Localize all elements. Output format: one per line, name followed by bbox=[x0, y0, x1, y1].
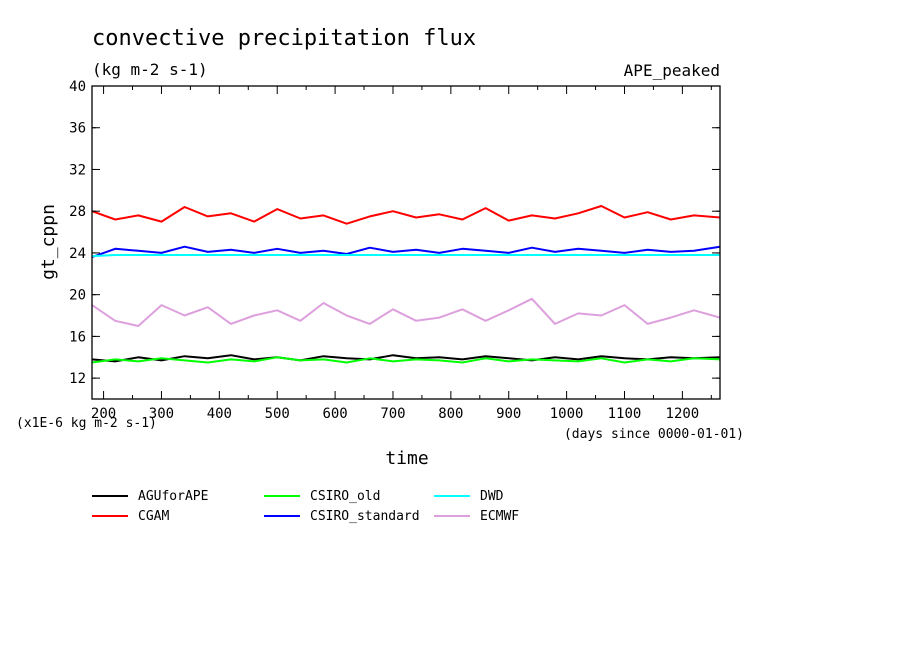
chart-title: convective precipitation flux bbox=[92, 26, 476, 51]
y-tick-label-3: 24 bbox=[69, 246, 86, 262]
x-tick-label-4: 600 bbox=[322, 406, 347, 422]
experiment-label: APE_peaked bbox=[624, 61, 720, 80]
legend-label-5: ECMWF bbox=[480, 509, 519, 524]
y-tick-label-0: 12 bbox=[69, 371, 86, 387]
y-tick-label-1: 16 bbox=[69, 329, 86, 345]
legend-label-1: CGAM bbox=[138, 509, 169, 524]
series-layer bbox=[91, 205, 721, 364]
x-tick-label-3: 500 bbox=[265, 406, 290, 422]
y-tick-label-7: 40 bbox=[69, 79, 86, 95]
y-tick-label-4: 28 bbox=[69, 204, 86, 220]
chart-units: (kg m-2 s-1) bbox=[92, 60, 208, 79]
legend: AGUforAPE CSIRO_old DWD CGAM CSIRO_standard E… bbox=[92, 489, 519, 524]
x-tick-label-5: 700 bbox=[380, 406, 405, 422]
y-tick-label-2: 20 bbox=[69, 288, 86, 304]
x-axis-label: time bbox=[385, 448, 428, 469]
x-axis: 200 300 400 500 600 700 800 900 1000 1100 1200 bbox=[91, 86, 712, 422]
x-tick-label-10: 1200 bbox=[666, 406, 700, 422]
legend-label-2: CSIRO_old bbox=[310, 489, 380, 504]
series-line-3 bbox=[91, 245, 721, 259]
legend-label-0: AGUforAPE bbox=[138, 489, 208, 504]
x-tick-label-7: 900 bbox=[496, 406, 521, 422]
series-line-2 bbox=[91, 356, 721, 364]
x-tick-label-1: 300 bbox=[149, 406, 174, 422]
x-tick-label-8: 1000 bbox=[550, 406, 584, 422]
x-tick-label-2: 400 bbox=[207, 406, 232, 422]
y-tick-label-5: 32 bbox=[69, 162, 86, 178]
plot-frame bbox=[91, 85, 721, 400]
y-scale-note: (x1E-6 kg m-2 s-1) bbox=[16, 416, 157, 431]
legend-label-4: DWD bbox=[480, 489, 504, 504]
series-line-0 bbox=[91, 354, 721, 363]
x-tick-label-0: 200 bbox=[91, 406, 116, 422]
y-tick-label-6: 36 bbox=[69, 121, 86, 137]
legend-label-3: CSIRO_standard bbox=[310, 509, 420, 524]
series-line-4 bbox=[91, 254, 720, 258]
x-units-note: (days since 0000-01-01) bbox=[564, 427, 744, 442]
x-tick-label-9: 1100 bbox=[608, 406, 642, 422]
y-axis: 12 16 20 24 28 32 36 40 bbox=[69, 79, 720, 387]
series-line-5 bbox=[91, 297, 721, 327]
x-tick-label-6: 800 bbox=[438, 406, 463, 422]
y-axis-label: gt_cppn bbox=[38, 204, 59, 280]
series-line-1 bbox=[91, 205, 721, 225]
